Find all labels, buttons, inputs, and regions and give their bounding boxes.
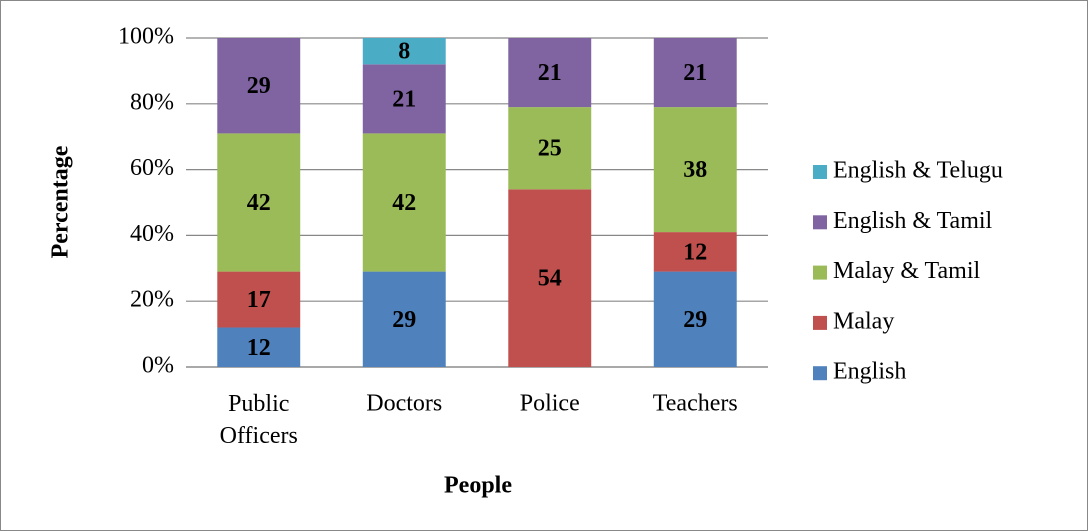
x-tick-label: Public Officers <box>220 391 298 449</box>
x-tick-label: Doctors <box>366 391 442 417</box>
data-label: 38 <box>683 157 707 183</box>
data-label: 42 <box>247 190 271 216</box>
bar-segment <box>508 38 592 108</box>
legend-label: English & Telugu <box>833 158 1003 184</box>
legend-swatch <box>813 315 827 330</box>
data-label: 17 <box>247 287 271 313</box>
y-tick-label: 0% <box>142 353 174 379</box>
legend-swatch <box>813 265 827 280</box>
y-tick-label: 40% <box>130 221 174 247</box>
legend-label: Malay <box>833 308 894 334</box>
x-axis-title: People <box>444 473 512 499</box>
bar-segment <box>217 327 301 367</box>
bar-segment <box>217 133 301 272</box>
bar-segment <box>653 271 737 367</box>
bar-segment <box>362 64 446 134</box>
data-label: 54 <box>538 266 562 292</box>
bar-segment <box>362 38 446 65</box>
bar-segment <box>653 232 737 272</box>
data-label: 29 <box>683 307 707 333</box>
bar-segment <box>362 133 446 272</box>
legend-swatch <box>813 366 827 381</box>
data-label: 29 <box>392 307 416 333</box>
bar-segment <box>362 271 446 367</box>
bar-segment <box>508 189 592 367</box>
legend-label: Malay & Tamil <box>833 258 981 284</box>
bar-segment <box>653 38 737 108</box>
legend-label: English <box>833 359 906 385</box>
y-tick-label: 60% <box>130 155 174 181</box>
bar-segment <box>508 107 592 190</box>
data-label: 21 <box>538 60 562 86</box>
data-label: 21 <box>683 60 707 86</box>
data-label: 25 <box>538 136 562 162</box>
data-label: 29 <box>247 73 271 99</box>
y-axis-title: Percentage <box>48 145 74 258</box>
bar-segment <box>653 107 737 233</box>
y-tick-label: 20% <box>130 287 174 313</box>
legend-swatch <box>813 215 827 230</box>
data-label: 12 <box>683 239 707 265</box>
data-label: 21 <box>392 86 416 112</box>
x-tick-label: Police <box>520 391 580 417</box>
legend-swatch <box>813 165 827 179</box>
bar-segment <box>217 38 301 134</box>
x-tick-label: Teachers <box>653 391 738 417</box>
data-label: 42 <box>392 190 416 216</box>
data-label: 12 <box>247 335 271 361</box>
legend-label: English & Tamil <box>833 208 993 234</box>
y-tick-label: 100% <box>118 24 174 50</box>
data-label: 8 <box>398 39 410 65</box>
bar-segment <box>217 271 301 328</box>
y-tick-label: 80% <box>130 89 174 115</box>
